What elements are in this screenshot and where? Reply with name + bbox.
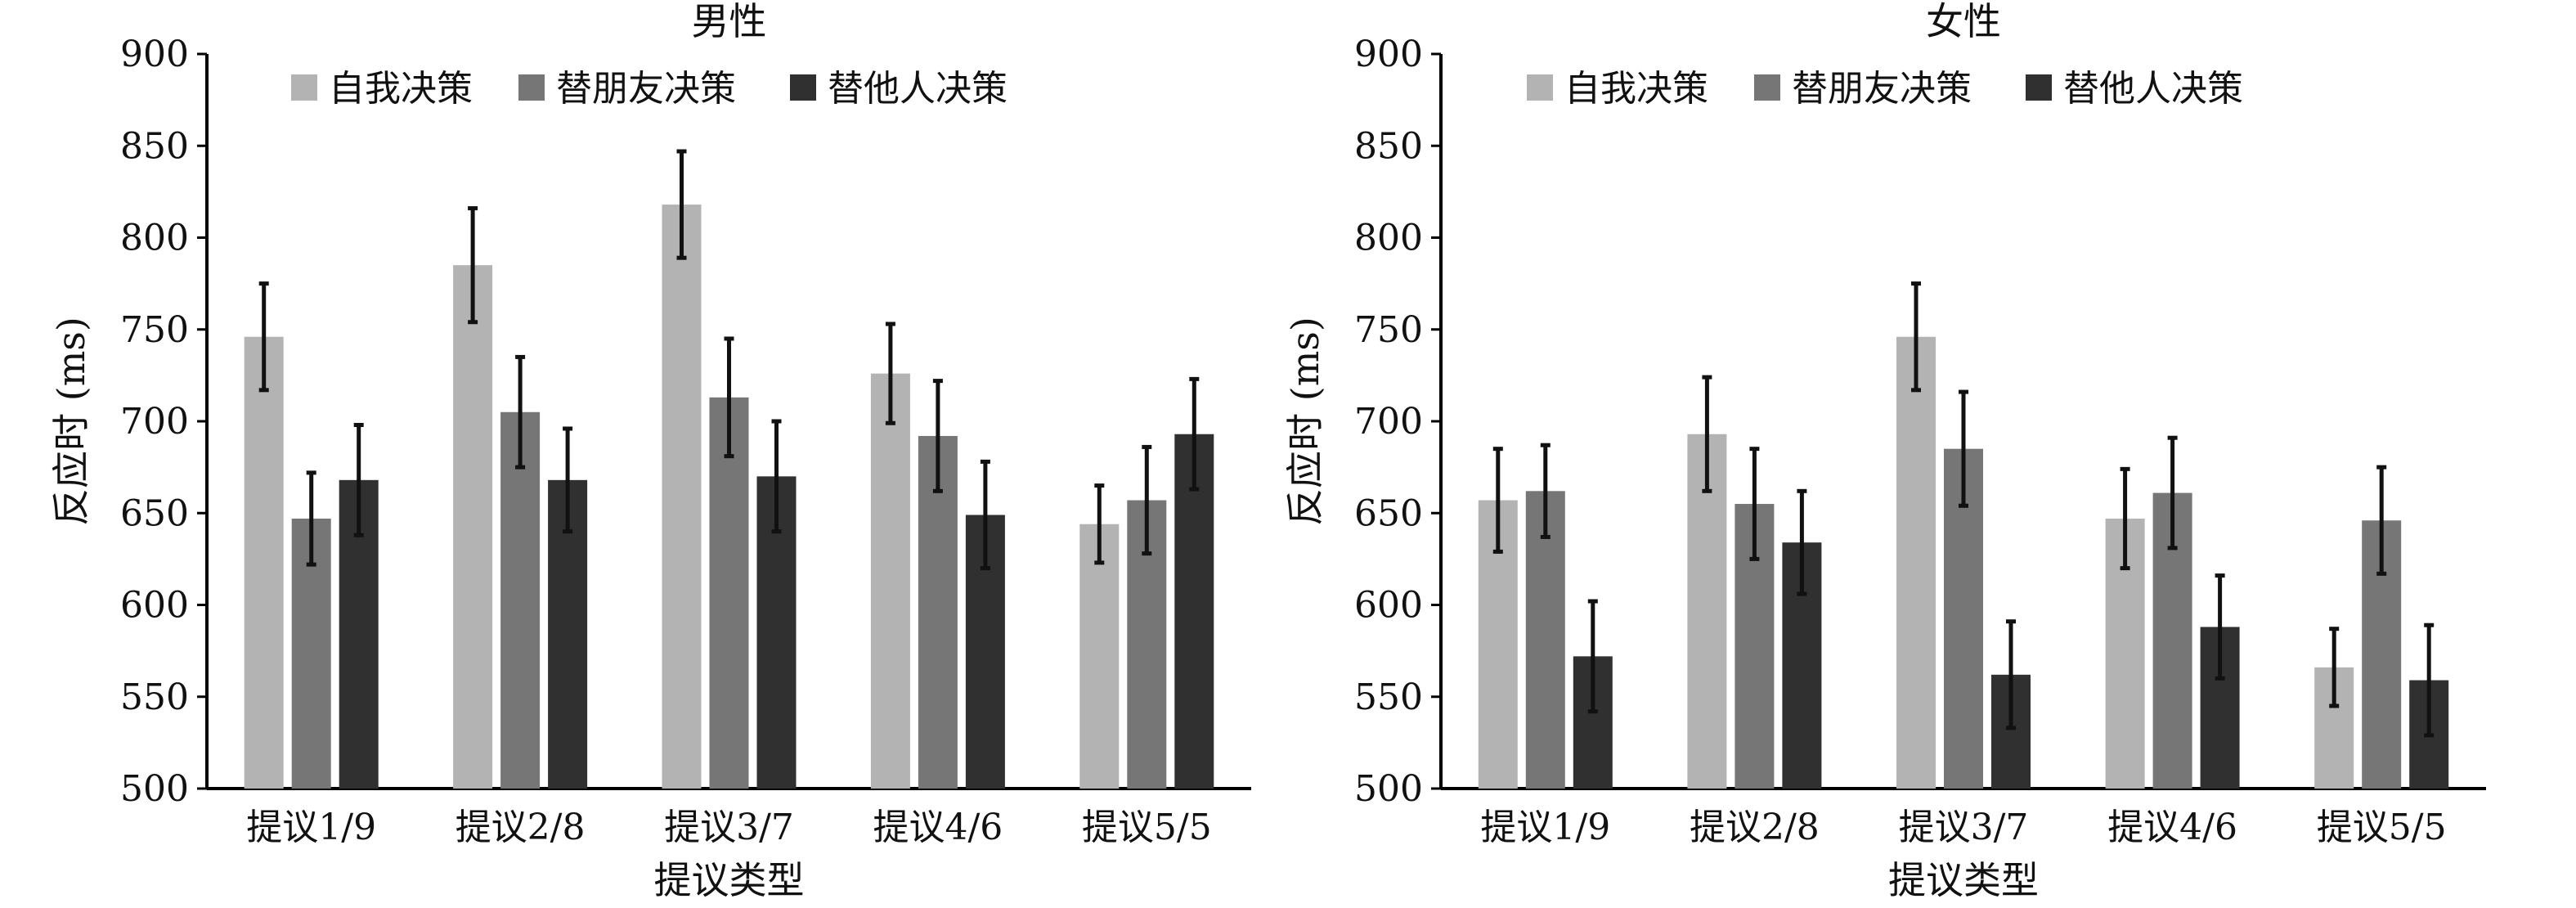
y-tick-label: 800 <box>120 218 189 259</box>
legend: 自我决策 替朋友决策 替他人决策 <box>1527 68 2243 110</box>
x-category-label: 提议2/8 <box>1690 807 1820 848</box>
y-tick-label: 850 <box>1354 125 1423 167</box>
x-category-label: 提议1/9 <box>1480 807 1610 848</box>
y-tick-label: 650 <box>1354 492 1423 534</box>
chart-title: 女性 <box>1926 0 2001 43</box>
chart-panel-2: 500 550 600 650 700 750 800 850 900 提议1/9 提议2/8 提议3… <box>1283 0 2486 902</box>
legend-swatch <box>518 74 545 101</box>
legend-label: 自我决策 <box>1564 68 1708 110</box>
bar <box>244 336 284 789</box>
legend-swatch <box>790 74 816 101</box>
bar <box>662 205 702 789</box>
x-category-label: 提议3/7 <box>1899 807 2029 848</box>
y-tick-label: 500 <box>120 768 189 810</box>
x-axis-title: 提议类型 <box>654 858 805 902</box>
x-category-label: 提议1/9 <box>246 807 376 848</box>
legend-label: 自我决策 <box>329 68 473 110</box>
legend-label: 替他人决策 <box>2063 68 2243 110</box>
y-tick-label: 900 <box>1354 34 1423 75</box>
y-tick-label: 550 <box>1354 677 1423 718</box>
legend: 自我决策 替朋友决策 替他人决策 <box>291 68 1008 110</box>
y-tick-label: 500 <box>1354 768 1423 810</box>
chart-panel-1: 500 550 600 650 700 750 800 850 900 提议1/9 提议2/8 提议3… <box>49 0 1251 902</box>
legend-label: 替朋友决策 <box>556 68 736 110</box>
y-tick-label: 900 <box>120 34 189 75</box>
y-tick-label: 600 <box>120 585 189 627</box>
y-tick-label: 600 <box>1354 585 1423 627</box>
legend-swatch <box>2026 74 2052 101</box>
legend-swatch <box>1527 74 1553 101</box>
bar <box>870 373 910 789</box>
bar <box>500 411 541 789</box>
x-category-label: 提议4/6 <box>2107 807 2237 848</box>
y-tick-label: 850 <box>120 125 189 167</box>
y-tick-label: 750 <box>120 309 189 351</box>
x-axis-title: 提议类型 <box>1888 858 2039 902</box>
bar <box>1896 336 1936 789</box>
x-category-label: 提议5/5 <box>1082 807 1212 848</box>
bar <box>1174 434 1214 789</box>
legend-label: 替朋友决策 <box>1792 68 1972 110</box>
bar <box>709 397 749 789</box>
legend-label: 替他人决策 <box>828 68 1008 110</box>
y-axis-title: 反应时 (ms) <box>49 317 93 526</box>
legend-swatch <box>1754 74 1780 101</box>
y-axis-title: 反应时 (ms) <box>1283 317 1327 526</box>
y-tick-label: 750 <box>1354 309 1423 351</box>
bar <box>453 265 493 789</box>
bar <box>1525 491 1565 789</box>
x-category-label: 提议5/5 <box>2317 807 2447 848</box>
bar <box>1687 434 1727 789</box>
bar <box>1079 524 1120 789</box>
chart-title: 男性 <box>692 0 767 43</box>
bar <box>918 435 958 789</box>
y-tick-label: 700 <box>120 401 189 443</box>
x-category-label: 提议3/7 <box>664 807 794 848</box>
y-tick-label: 550 <box>120 677 189 718</box>
y-tick-label: 700 <box>1354 401 1423 443</box>
x-category-label: 提议4/6 <box>873 807 1003 848</box>
legend-swatch <box>291 74 317 101</box>
y-tick-label: 650 <box>120 492 189 534</box>
y-tick-label: 800 <box>1354 218 1423 259</box>
x-category-label: 提议2/8 <box>456 807 586 848</box>
